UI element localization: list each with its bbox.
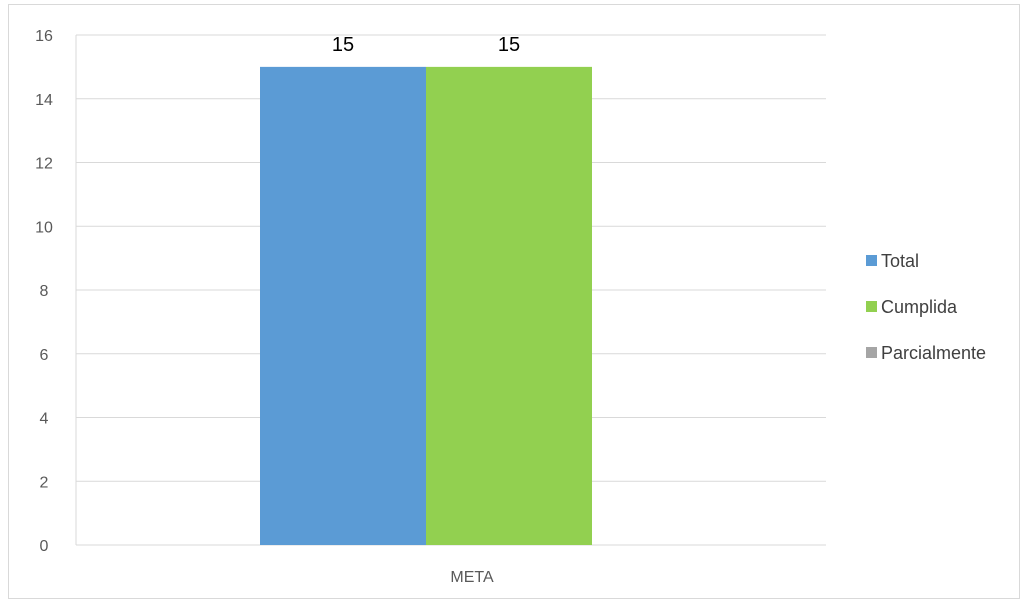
y-tick-label: 10 — [35, 219, 53, 236]
y-tick-label: 12 — [35, 156, 53, 173]
y-tick-label: 6 — [40, 347, 49, 364]
y-tick-label: 8 — [40, 283, 49, 300]
legend-swatch-total — [866, 255, 877, 266]
bars — [260, 66, 592, 545]
data-labels: 15 15 — [332, 34, 520, 56]
legend-swatch-parcialmente — [866, 347, 877, 358]
y-tick-label: 2 — [40, 474, 49, 491]
legend-swatch-cumplida — [866, 301, 877, 312]
y-tick-label: 0 — [40, 538, 49, 555]
data-label-cumplida: 15 — [498, 34, 520, 56]
x-axis: META — [450, 569, 494, 586]
y-axis: 0 2 4 6 8 10 12 14 16 — [35, 28, 77, 555]
y-tick-label: 4 — [40, 411, 49, 428]
bar-total — [260, 66, 426, 545]
data-label-total: 15 — [332, 34, 354, 56]
legend: Total Cumplida Parcialmente — [866, 251, 986, 363]
y-tick-label: 14 — [35, 92, 53, 109]
legend-label-parcialmente: Parcialmente — [881, 343, 986, 363]
x-category-label: META — [450, 569, 494, 586]
legend-label-total: Total — [881, 251, 919, 271]
bar-cumplida — [426, 66, 592, 545]
y-tick-label: 16 — [35, 28, 53, 45]
legend-label-cumplida: Cumplida — [881, 297, 958, 317]
